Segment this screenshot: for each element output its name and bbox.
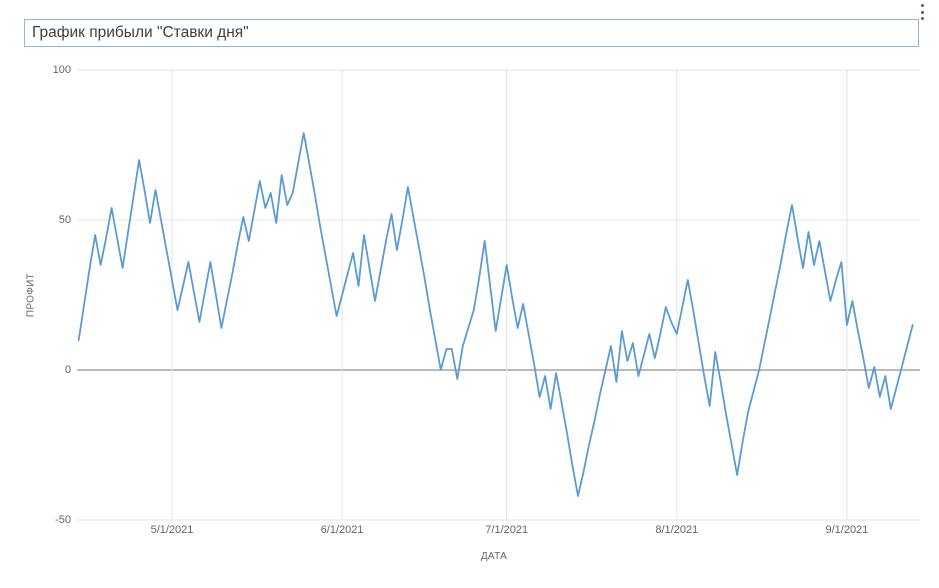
kebab-dot [920, 4, 924, 7]
x-tick-label: 9/1/2021 [825, 524, 869, 536]
profit-line [77, 132, 914, 497]
chart-title-text: График прибыли "Ставки дня" [32, 24, 249, 41]
y-tick-label: -50 [55, 513, 71, 526]
x-tick-label: 6/1/2021 [320, 524, 364, 536]
x-tick-label: 5/1/2021 [150, 524, 194, 536]
x-tick-label: 7/1/2021 [485, 524, 529, 536]
kebab-dot [920, 17, 924, 20]
x-tick-label: 8/1/2021 [655, 524, 699, 536]
kebab-dot [920, 10, 924, 14]
kebab-menu-icon[interactable] [915, 2, 929, 22]
y-axis-title: ПРОФИТ [25, 272, 37, 318]
y-tick-label: 100 [52, 63, 71, 76]
chart-title-textbox[interactable]: График прибыли "Ставки дня" [24, 19, 919, 47]
x-axis-title: ДАТА [480, 551, 508, 562]
y-tick-label: 0 [64, 363, 71, 376]
y-tick-label: 50 [58, 213, 71, 226]
